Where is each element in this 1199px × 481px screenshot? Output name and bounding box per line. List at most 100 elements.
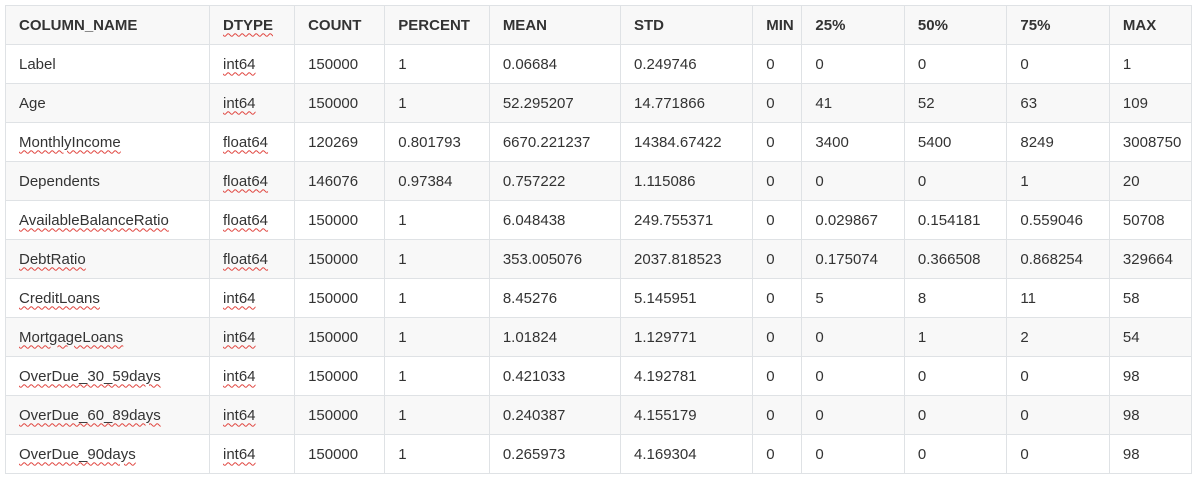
column-statistics-table: COLUMN_NAME DTYPE COUNT PERCENT MEAN STD… bbox=[5, 5, 1193, 474]
table-row: MonthlyIncome float64 120269 0.801793 6670.2… bbox=[5, 122, 1193, 162]
count-cell: 146076 bbox=[294, 161, 386, 201]
table-row: AvailableBalanceRatio float64 150000 1 6.048… bbox=[5, 200, 1193, 240]
column-header-percent: PERCENT bbox=[384, 5, 490, 45]
stats-table-container: COLUMN_NAME DTYPE COUNT PERCENT MEAN STD… bbox=[5, 5, 1193, 474]
column-header-dtype-label: DTYPE bbox=[222, 16, 273, 34]
column-name-text: MortgageLoans bbox=[19, 328, 124, 346]
p50-cell: 8 bbox=[903, 278, 1008, 318]
mean-cell: 0.06684 bbox=[488, 44, 622, 84]
column-header-p25: 25% bbox=[801, 5, 905, 45]
dtype-text: float64 bbox=[222, 172, 269, 190]
min-cell: 0 bbox=[752, 161, 803, 201]
percent-cell: 1 bbox=[384, 44, 490, 84]
p75-cell: 2 bbox=[1006, 317, 1110, 357]
count-cell: 120269 bbox=[294, 122, 386, 162]
p25-cell: 0 bbox=[801, 161, 905, 201]
p50-cell: 0.154181 bbox=[903, 200, 1008, 240]
p25-cell: 0 bbox=[801, 356, 905, 396]
dtype-text: int64 bbox=[222, 445, 256, 463]
table-row: DebtRatio float64 150000 1 353.005076 2037.81… bbox=[5, 239, 1193, 279]
p75-cell: 0.559046 bbox=[1006, 200, 1110, 240]
column-name-cell: OverDue_60_89days bbox=[5, 395, 210, 435]
p50-cell: 0 bbox=[903, 395, 1008, 435]
min-cell: 0 bbox=[752, 278, 803, 318]
count-cell: 150000 bbox=[294, 434, 386, 474]
column-name-cell: MonthlyIncome bbox=[5, 122, 210, 162]
count-cell: 150000 bbox=[294, 239, 386, 279]
percent-cell: 0.97384 bbox=[384, 161, 490, 201]
column-header-p75: 75% bbox=[1006, 5, 1110, 45]
p50-cell: 52 bbox=[903, 83, 1008, 123]
count-cell: 150000 bbox=[294, 278, 386, 318]
p25-cell: 41 bbox=[801, 83, 905, 123]
count-cell: 150000 bbox=[294, 200, 386, 240]
min-cell: 0 bbox=[752, 434, 803, 474]
percent-cell: 1 bbox=[384, 356, 490, 396]
column-name-cell: MortgageLoans bbox=[5, 317, 210, 357]
dtype-text: float64 bbox=[222, 211, 269, 229]
percent-cell: 0.801793 bbox=[384, 122, 490, 162]
p50-cell: 0 bbox=[903, 161, 1008, 201]
mean-cell: 0.265973 bbox=[488, 434, 622, 474]
dtype-text: int64 bbox=[222, 406, 256, 424]
p25-cell: 0 bbox=[801, 395, 905, 435]
p25-cell: 0.029867 bbox=[801, 200, 905, 240]
table-header-row: COLUMN_NAME DTYPE COUNT PERCENT MEAN STD… bbox=[5, 5, 1193, 45]
dtype-text: float64 bbox=[222, 133, 269, 151]
p75-cell: 11 bbox=[1006, 278, 1110, 318]
dtype-cell: float64 bbox=[208, 200, 296, 240]
std-cell: 4.155179 bbox=[620, 395, 754, 435]
percent-cell: 1 bbox=[384, 278, 490, 318]
percent-cell: 1 bbox=[384, 83, 490, 123]
std-cell: 1.129771 bbox=[620, 317, 754, 357]
column-name-cell: DebtRatio bbox=[5, 239, 210, 279]
column-name-text: OverDue_60_89days bbox=[19, 406, 161, 424]
p50-cell: 0 bbox=[903, 44, 1008, 84]
column-name-cell: OverDue_30_59days bbox=[5, 356, 210, 396]
dtype-text: float64 bbox=[222, 250, 269, 268]
min-cell: 0 bbox=[752, 122, 803, 162]
column-name-text: DebtRatio bbox=[19, 250, 86, 268]
mean-cell: 8.45276 bbox=[488, 278, 622, 318]
percent-cell: 1 bbox=[384, 434, 490, 474]
p25-cell: 0 bbox=[801, 317, 905, 357]
p25-cell: 0.175074 bbox=[801, 239, 905, 279]
dtype-cell: int64 bbox=[208, 434, 296, 474]
mean-cell: 6.048438 bbox=[488, 200, 622, 240]
p50-cell: 0 bbox=[903, 356, 1008, 396]
std-cell: 14.771866 bbox=[620, 83, 754, 123]
max-cell: 54 bbox=[1108, 317, 1193, 357]
max-cell: 58 bbox=[1108, 278, 1193, 318]
table-row: Dependents float64 146076 0.97384 0.757222 1.… bbox=[5, 161, 1193, 201]
dtype-cell: int64 bbox=[208, 83, 296, 123]
table-row: Label int64 150000 1 0.06684 0.249746 0 0 0 0 1 bbox=[5, 44, 1193, 84]
table-row: MortgageLoans int64 150000 1 1.01824 1.129771… bbox=[5, 317, 1193, 357]
max-cell: 20 bbox=[1108, 161, 1193, 201]
percent-cell: 1 bbox=[384, 395, 490, 435]
dtype-text: int64 bbox=[222, 55, 256, 73]
min-cell: 0 bbox=[752, 200, 803, 240]
mean-cell: 0.240387 bbox=[488, 395, 622, 435]
dtype-text: int64 bbox=[222, 94, 256, 112]
column-name-text: OverDue_30_59days bbox=[19, 367, 161, 385]
column-name-cell: OverDue_90days bbox=[5, 434, 210, 474]
std-cell: 4.169304 bbox=[620, 434, 754, 474]
dtype-cell: float64 bbox=[208, 161, 296, 201]
column-name-cell: Age bbox=[5, 83, 210, 123]
p50-cell: 5400 bbox=[903, 122, 1008, 162]
column-header-column-name: COLUMN_NAME bbox=[5, 5, 210, 45]
column-header-max: MAX bbox=[1108, 5, 1193, 45]
max-cell: 3008750 bbox=[1108, 122, 1193, 162]
max-cell: 98 bbox=[1108, 395, 1193, 435]
dtype-cell: int64 bbox=[208, 278, 296, 318]
p25-cell: 0 bbox=[801, 44, 905, 84]
dtype-cell: int64 bbox=[208, 44, 296, 84]
mean-cell: 1.01824 bbox=[488, 317, 622, 357]
count-cell: 150000 bbox=[294, 83, 386, 123]
dtype-cell: int64 bbox=[208, 395, 296, 435]
std-cell: 1.115086 bbox=[620, 161, 754, 201]
table-row: OverDue_90days int64 150000 1 0.265973 4.1693… bbox=[5, 434, 1193, 474]
table-row: CreditLoans int64 150000 1 8.45276 5.145951 0 5… bbox=[5, 278, 1193, 318]
max-cell: 329664 bbox=[1108, 239, 1193, 279]
min-cell: 0 bbox=[752, 44, 803, 84]
